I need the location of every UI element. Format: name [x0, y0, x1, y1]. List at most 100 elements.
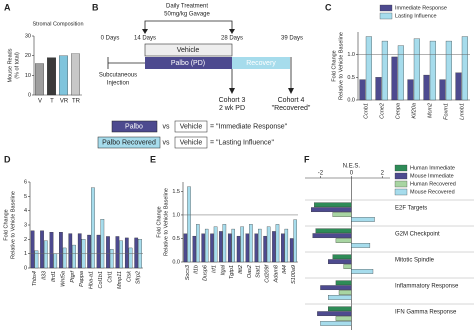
y-tick-label: 10 [25, 73, 31, 79]
bar [407, 79, 414, 101]
treatment: Daily Treatment [166, 4, 208, 10]
y-axis-label: Relative to Vehicle Baseline [163, 188, 169, 256]
bar [266, 226, 271, 263]
bar [423, 74, 430, 101]
day: 0 Days [101, 36, 120, 42]
bar [439, 79, 446, 101]
x-tick-label: Mmp11 [117, 271, 123, 289]
x-tick-label: Ccne2 [379, 103, 385, 119]
treatment: 50mg/kg Gavage [164, 12, 210, 18]
x-tick-label: Il33 [42, 270, 48, 280]
legend-text: Palbo [125, 123, 143, 130]
bar [359, 79, 366, 101]
bar [47, 57, 56, 96]
legend-label: Immediate Response [395, 5, 447, 11]
vehicle: Vehicle [177, 47, 200, 54]
bar [35, 63, 44, 96]
bar [109, 249, 114, 269]
x-tick-label: Col1b1 [98, 271, 104, 288]
bar [312, 233, 352, 239]
x-tick-label: Kif20a [411, 103, 417, 119]
bar [124, 237, 129, 269]
x-tick-label: S100a9 [291, 265, 297, 284]
bar [240, 226, 244, 263]
y-axis-label: Relative to Vehicle Baseline [338, 32, 344, 100]
bar [328, 295, 352, 300]
bar [351, 243, 371, 248]
x-tick-label: Ifit2 [238, 265, 244, 274]
bar [320, 321, 352, 326]
bar [289, 238, 294, 263]
x-tick-label: Il1b [194, 265, 200, 274]
day: 39 Days [281, 36, 303, 42]
bar [72, 244, 76, 269]
recovery: Recovery [246, 60, 276, 67]
panel-letter: E [150, 154, 156, 164]
bar [227, 233, 232, 263]
bar [317, 311, 352, 317]
bar [96, 234, 101, 269]
x-tick-label: Stat1 [256, 265, 262, 278]
x-tick-label: Oas2 [247, 265, 253, 278]
x-tick-label: Thbs4 [32, 271, 38, 286]
bar [204, 228, 209, 263]
y-tick-label: 1.5 [172, 189, 180, 195]
legend-label: Lasting Influence [395, 13, 437, 19]
bar [397, 45, 404, 101]
legend-swatch [394, 172, 408, 180]
x-tick-label: T [50, 99, 54, 105]
x-tick-label: Tgtp1 [229, 265, 235, 279]
bar [284, 228, 289, 263]
y-tick-label: 4 [24, 208, 27, 214]
y-tick-label: 1.0 [172, 212, 180, 218]
x-tick-label: TR [72, 99, 81, 105]
legend-text: Vehicle [180, 123, 203, 130]
bar [263, 235, 267, 263]
x-tick-label: 0 [350, 171, 354, 177]
y-tick-label: 0 [28, 92, 31, 98]
bar [43, 240, 48, 269]
bar [210, 233, 214, 263]
bar [315, 228, 352, 234]
y-tick-label: 0.0 [172, 259, 180, 265]
y-tick-label: 0.0 [347, 97, 355, 103]
bar [77, 233, 82, 269]
x-tick-label: Wnt5a [60, 271, 66, 287]
day: 28 Days [221, 36, 243, 42]
vehicle-box [144, 43, 233, 57]
bar [68, 233, 73, 269]
panel-b: B Daily Treatment 50mg/kg Gavage 0 Days … [92, 2, 311, 149]
x-axis-label: N.E.S. [343, 164, 361, 170]
x-tick-label: VR [60, 99, 69, 105]
x-tick-label: Mcm2 [427, 103, 433, 118]
bar [328, 259, 352, 265]
bracket [144, 20, 233, 33]
bar [106, 236, 110, 269]
bar [328, 306, 352, 312]
x-tick-label: Cenpa [395, 103, 401, 119]
legend-text: = "Lasting Influence" [210, 139, 274, 146]
legend-text: vs [163, 123, 171, 130]
category-label: Mitotic Spindle [395, 258, 435, 264]
y-tick-label: 2 [24, 237, 27, 243]
bar [231, 228, 235, 263]
y-tick-label: 1.0 [347, 52, 355, 58]
panel-letter: C [325, 2, 332, 12]
x-tick-label: Ctsk [126, 271, 132, 282]
y-tick-label: 20 [25, 53, 31, 59]
panel-letter: F [304, 154, 310, 164]
category-label: IFN Gamma Response [395, 310, 457, 316]
palbo-box [145, 57, 232, 69]
x-tick-label: Lmnb1 [459, 103, 465, 120]
legend-text: Palbo Recovered [102, 139, 156, 146]
x-tick-label: Ctrl1 [107, 271, 113, 283]
bar [461, 36, 468, 101]
x-tick-label: Itgal [220, 264, 226, 275]
bar [338, 290, 352, 295]
y-tick-label: 0.5 [347, 75, 355, 81]
bar [429, 40, 436, 101]
y-tick-label: 5 [24, 194, 27, 200]
y-tick-label: 30 [25, 33, 31, 39]
bar [335, 280, 352, 286]
